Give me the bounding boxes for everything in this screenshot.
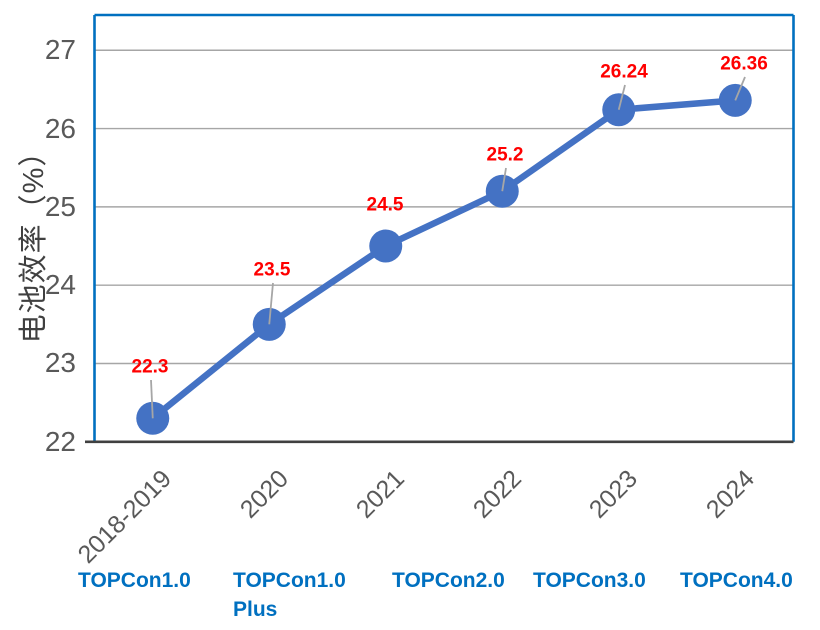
y-tick-label: 25	[44, 190, 76, 222]
leader-line	[150, 379, 154, 419]
data-point-marker	[369, 229, 403, 263]
leader-line	[734, 76, 746, 101]
y-tick-label: 24	[44, 269, 76, 301]
y-tick-label: 23	[44, 347, 76, 379]
y-tick-label: 27	[44, 34, 76, 66]
stage-label: TOPCon1.0	[78, 569, 191, 592]
stage-label: TOPCon4.0	[680, 569, 793, 592]
stage-label: TOPCon1.0 Plus	[233, 569, 346, 622]
stage-label: TOPCon2.0	[392, 569, 505, 592]
leader-line	[617, 84, 626, 110]
stage-label: TOPCon3.0	[533, 569, 646, 592]
leader-line	[501, 167, 507, 192]
leader-line	[268, 282, 274, 325]
data-label: 26.36	[720, 53, 768, 75]
data-label: 24.5	[366, 194, 404, 216]
y-tick-label: 22	[44, 425, 76, 457]
y-axis-title: 电池效率（%）	[18, 136, 50, 344]
data-label: 26.24	[600, 61, 648, 83]
data-label: 23.5	[253, 259, 291, 281]
series-line	[150, 97, 736, 421]
data-label: 22.3	[131, 356, 169, 378]
y-tick-label: 26	[44, 112, 76, 144]
data-label: 25.2	[486, 144, 524, 166]
